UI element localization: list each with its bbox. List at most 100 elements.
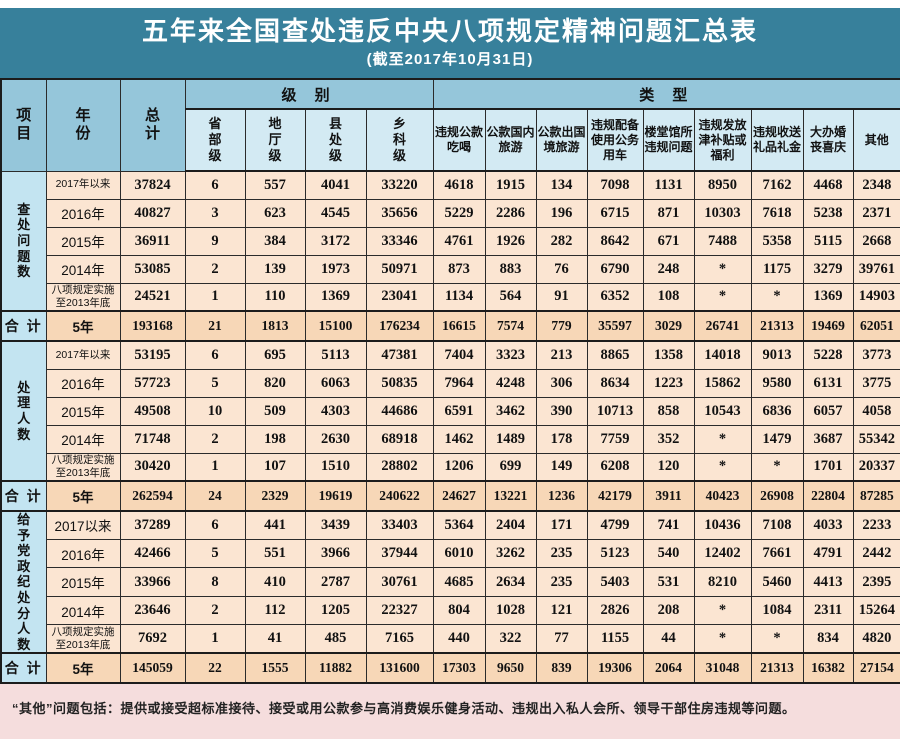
header-type-group: 类 型: [432, 78, 900, 110]
value-cell: 7404: [432, 340, 486, 370]
value-cell: 33220: [365, 170, 434, 200]
value-cell: 5228: [802, 340, 854, 370]
header-year-label: 年份: [75, 106, 91, 143]
value-cell: 2668: [852, 226, 900, 256]
value-cell: 76: [535, 254, 588, 284]
value-cell: 2311: [802, 595, 854, 626]
header-type-col: 公款出国境旅游: [535, 108, 588, 172]
summary-label-cell: 合 计: [0, 310, 47, 342]
section-label-cell: 给予党政纪处分人数: [0, 510, 47, 654]
header-type-col: 违规公款吃喝: [432, 108, 486, 172]
header-type-col: 其他: [852, 108, 900, 172]
value-cell: 8642: [586, 226, 644, 256]
summary-value-cell: 26741: [693, 310, 752, 342]
value-cell: 44: [642, 624, 695, 654]
value-cell: 485: [304, 624, 367, 654]
value-cell: 7165: [365, 624, 434, 654]
summary-value-cell: 19469: [802, 310, 854, 342]
summary-value-cell: 131600: [365, 652, 434, 685]
value-cell: 23041: [365, 282, 434, 312]
value-cell: 410: [244, 567, 306, 597]
summary-value-cell: 40423: [693, 480, 752, 512]
value-cell: 384: [244, 226, 306, 256]
value-cell: 50835: [365, 368, 434, 398]
footnote-text: “其他”问题包括：提供或接受超标准接待、接受或用公款参与高消费娱乐健身活动、违规…: [12, 701, 796, 717]
value-cell: 235: [535, 567, 588, 597]
value-cell: 4248: [484, 368, 537, 398]
value-cell: 741: [642, 510, 695, 540]
value-cell: 7661: [750, 538, 804, 569]
value-cell: 5364: [432, 510, 486, 540]
value-cell: 1510: [304, 452, 367, 482]
value-cell: 623: [244, 198, 306, 228]
value-cell: *: [693, 254, 752, 284]
value-cell: 4468: [802, 170, 854, 200]
value-cell: 1028: [484, 595, 537, 626]
total-cell: 71748: [119, 424, 186, 454]
value-cell: 1926: [484, 226, 537, 256]
value-cell: 441: [244, 510, 306, 540]
header-level-col: 乡科级: [365, 108, 434, 172]
summary-row: 合 计 5年 262594 24 2329 19619 240622 24627 13221 12…: [0, 480, 900, 512]
summary-value-cell: 19306: [586, 652, 644, 685]
value-cell: 14018: [693, 340, 752, 370]
value-cell: 50971: [365, 254, 434, 284]
value-cell: 6131: [802, 368, 854, 398]
header-item-label: 项目: [16, 106, 32, 143]
value-cell: 7488: [693, 226, 752, 256]
summary-value-cell: 35597: [586, 310, 644, 342]
header-level-col: 省部级: [184, 108, 246, 172]
value-cell: *: [693, 424, 752, 454]
summary-year-cell: 5年: [45, 310, 121, 342]
total-cell: 36911: [119, 226, 186, 256]
value-cell: 208: [642, 595, 695, 626]
value-cell: 8634: [586, 368, 644, 398]
value-cell: 110: [244, 282, 306, 312]
header-item: 项目: [0, 78, 47, 172]
summary-total-cell: 262594: [119, 480, 186, 512]
summary-table: 项目 年份 总计 级 别 类 型 省部级 地厅级 县处级 乡科级 违规公款吃喝 …: [0, 78, 900, 685]
value-cell: 4618: [432, 170, 486, 200]
summary-value-cell: 21313: [750, 310, 804, 342]
year-cell: 2014年: [45, 595, 121, 626]
value-cell: 4820: [852, 624, 900, 654]
value-cell: 6352: [586, 282, 644, 312]
value-cell: 6010: [432, 538, 486, 569]
value-cell: 4799: [586, 510, 644, 540]
value-cell: 557: [244, 170, 306, 200]
value-cell: 2: [184, 254, 246, 284]
value-cell: 858: [642, 396, 695, 426]
value-cell: 1223: [642, 368, 695, 398]
header-total: 总计: [119, 78, 186, 172]
value-cell: 2348: [852, 170, 900, 200]
value-cell: 7618: [750, 198, 804, 228]
value-cell: 55342: [852, 424, 900, 454]
table-row: 2015年 49508 10 509 4303 44686 6591 3462 390 10713…: [1, 396, 900, 426]
value-cell: 306: [535, 368, 588, 398]
total-cell: 37289: [119, 510, 186, 540]
summary-value-cell: 24: [184, 480, 246, 512]
value-cell: 3773: [852, 340, 900, 370]
value-cell: 213: [535, 340, 588, 370]
total-cell: 53085: [119, 254, 186, 284]
value-cell: 6: [184, 170, 246, 200]
year-cell: 2015年: [45, 567, 121, 597]
table-row: 2014年 23646 2 112 1205 22327 804 1028 121 2826 208…: [1, 595, 900, 626]
value-cell: 3262: [484, 538, 537, 569]
footnote-band: “其他”问题包括：提供或接受超标准接待、接受或用公款参与高消费娱乐健身活动、违规…: [0, 684, 900, 739]
value-cell: 121: [535, 595, 588, 626]
value-cell: 8210: [693, 567, 752, 597]
value-cell: 37944: [365, 538, 434, 569]
total-cell: 57723: [119, 368, 186, 398]
value-cell: 7108: [750, 510, 804, 540]
value-cell: 1369: [304, 282, 367, 312]
total-cell: 40827: [119, 198, 186, 228]
header-level-col-label: 县处级: [328, 116, 342, 163]
header-level-group: 级 别: [184, 78, 434, 110]
value-cell: 551: [244, 538, 306, 569]
header-sub-row: 省部级 地厅级 县处级 乡科级 违规公款吃喝 公款国内旅游 公款出国境旅游 违规…: [1, 108, 900, 172]
summary-value-cell: 3911: [642, 480, 695, 512]
value-cell: 2286: [484, 198, 537, 228]
value-cell: *: [693, 595, 752, 626]
header-level-col: 县处级: [304, 108, 367, 172]
